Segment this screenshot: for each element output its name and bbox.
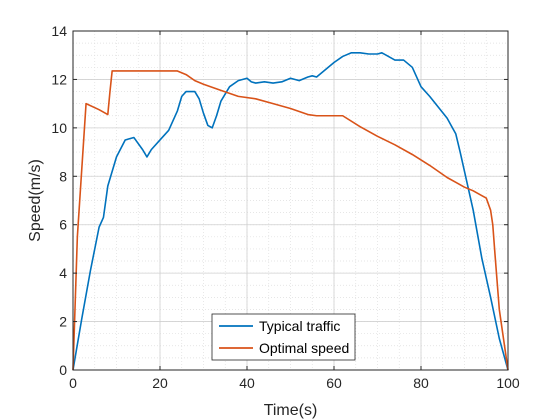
plot-frame — [72, 30, 509, 371]
y-tick-label: 14 — [51, 23, 67, 39]
series-line-2 — [72, 70, 509, 371]
x-tick-label: 40 — [239, 375, 255, 391]
x-tick-label: 80 — [413, 375, 429, 391]
series-layer — [72, 51, 509, 371]
legend: Typical traffic Optimal speed — [211, 313, 356, 361]
legend-label-2: Optimal speed — [259, 340, 349, 356]
x-tick-label: 60 — [326, 375, 342, 391]
legend-label-1: Typical traffic — [259, 318, 340, 334]
x-tick-label: 100 — [496, 375, 520, 391]
y-tick-label: 6 — [59, 217, 67, 233]
tick-labels: 0 20 40 60 80 100 0 2 4 6 8 10 12 14 — [51, 23, 519, 391]
series-line-1 — [72, 51, 509, 371]
y-tick-label: 0 — [59, 362, 67, 378]
axis-ticks — [72, 30, 509, 371]
x-tick-label: 20 — [152, 375, 168, 391]
y-tick-label: 8 — [59, 168, 67, 184]
x-tick-label: 0 — [69, 375, 77, 391]
x-axis-label: Time(s) — [264, 402, 318, 419]
legend-box — [211, 313, 356, 361]
y-tick-label: 10 — [51, 120, 67, 136]
y-axis-label: Speed(m/s) — [27, 159, 44, 242]
y-tick-label: 4 — [59, 265, 67, 281]
y-tick-label: 2 — [59, 314, 67, 330]
y-tick-label: 12 — [51, 71, 67, 87]
